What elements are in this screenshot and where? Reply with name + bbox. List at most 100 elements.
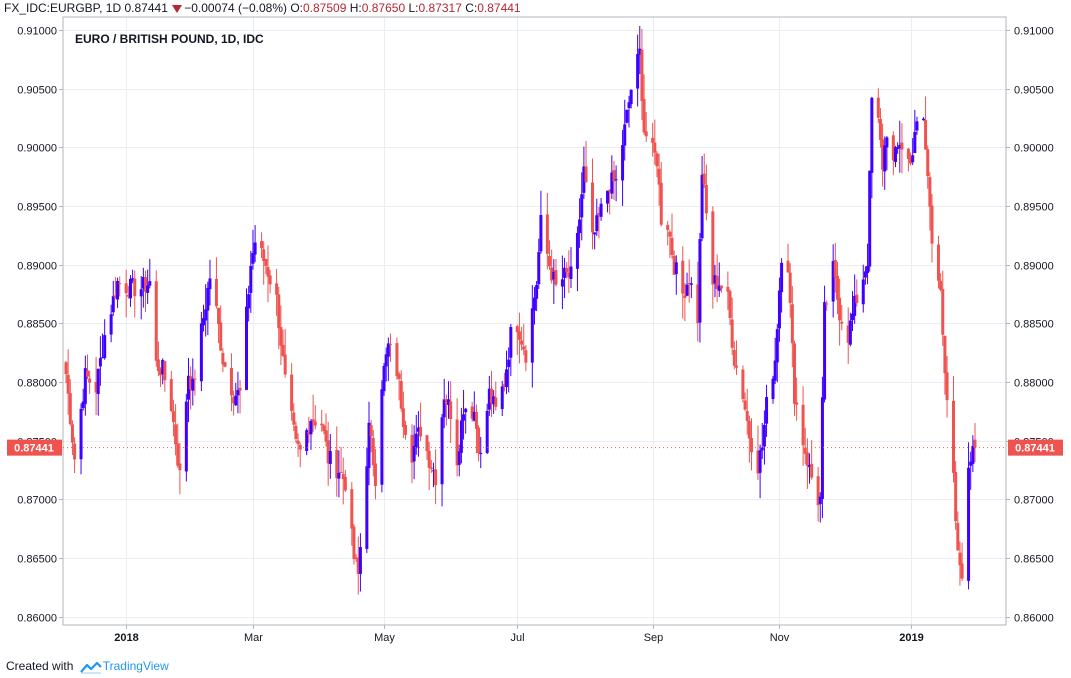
candle-body-up	[382, 365, 386, 392]
candle-body-up	[161, 360, 165, 375]
candle-body-down	[401, 408, 405, 428]
low-label: L:	[408, 1, 419, 15]
candle-body-up	[870, 97, 874, 173]
candle-body-down	[567, 272, 571, 278]
candle-body-down	[926, 149, 930, 177]
candle-body-down	[726, 286, 730, 292]
candle-body-down	[320, 423, 324, 426]
last-price-badge-right	[1008, 439, 1063, 456]
time-axis[interactable]: 2018 Mar May Jul Sep Nov 2019	[63, 624, 1006, 644]
candle-body-down	[163, 361, 167, 381]
candle-body-up	[539, 215, 543, 252]
candle-body-down	[395, 343, 399, 377]
candle-body-down	[294, 425, 298, 439]
candle-body-up	[103, 335, 107, 359]
candle-body-up	[204, 309, 208, 321]
candle-body-up	[462, 414, 466, 421]
candle-body-down	[144, 277, 148, 292]
candle-body-down	[189, 376, 193, 390]
y-tick-label-left: 0.87000	[17, 495, 57, 507]
right-price-axis[interactable]: 0.860000.865000.870000.875000.880000.885…	[1006, 26, 1054, 625]
candle-body-up	[412, 445, 416, 462]
candle-body-down	[88, 378, 92, 383]
last-price-badge-right-text: 0.87441	[1015, 443, 1055, 455]
candle-body-down	[279, 327, 283, 346]
candle-body-down	[734, 365, 738, 368]
candle-body-up	[689, 283, 693, 285]
candle-body-up	[582, 166, 586, 193]
candle-body-down	[268, 275, 272, 285]
candle-body-down	[174, 424, 178, 445]
tradingview-logo-icon	[79, 661, 102, 674]
tradingview-link[interactable]: TradingView	[102, 659, 169, 673]
y-tick-label-right: 0.91000	[1014, 26, 1054, 38]
candle-body-down	[878, 118, 882, 140]
candle-body-up	[464, 408, 468, 413]
candle-body-down	[238, 387, 242, 391]
candle-body-up	[599, 203, 603, 217]
candle-body-down	[339, 472, 343, 474]
candle-body-down	[788, 272, 792, 303]
candle-body-down	[956, 522, 960, 551]
price-chart[interactable]: EURO / BRITISH POUND, 1D, IDC 0.86000 0.8…	[0, 16, 1071, 656]
y-tick-label-left: 0.89000	[17, 261, 57, 273]
candle-body-up	[569, 266, 573, 279]
candle-body-up	[202, 318, 206, 326]
candle-body-down	[876, 97, 880, 118]
candle-body-down	[275, 283, 279, 295]
high-label: H:	[349, 1, 362, 15]
candle-body-down	[343, 476, 347, 491]
candle-body-down	[223, 362, 227, 367]
candles	[64, 25, 977, 595]
candle-body-up	[758, 450, 762, 473]
x-tick-label: Nov	[770, 632, 790, 644]
candle-body-down	[169, 379, 173, 412]
candle-body-up	[141, 277, 145, 289]
candle-body-up	[896, 146, 900, 149]
candle-body-down	[68, 393, 72, 425]
candle-body-down	[494, 397, 498, 407]
candle-body-up	[199, 323, 203, 382]
candle-body-up	[206, 287, 210, 311]
candle-body-down	[502, 384, 506, 387]
candle-body-down	[217, 307, 221, 325]
candle-body-down	[891, 135, 895, 161]
candle-body-down	[352, 526, 356, 560]
candle-body-down	[945, 372, 949, 401]
candle-body-down	[371, 438, 375, 466]
candle-body-up	[309, 420, 313, 435]
candle-body-up	[109, 314, 113, 335]
candle-body-up	[560, 279, 564, 287]
candle-body-down	[356, 557, 360, 574]
candle-body-down	[419, 426, 423, 437]
price-change: −0.00074 (−0.08%)	[184, 1, 287, 15]
x-tick-label: May	[374, 632, 395, 644]
candle-body-up	[866, 265, 870, 274]
candle-body-down	[653, 142, 657, 153]
candle-body-up	[868, 170, 872, 267]
candle-body-down	[805, 452, 809, 466]
last-price: 0.87441	[124, 1, 168, 15]
y-tick-label-left: 0.91000	[17, 26, 57, 38]
candle-body-down	[833, 259, 837, 278]
candle-body-up	[440, 417, 444, 485]
candle-body-down	[341, 474, 345, 480]
candle-body-down	[928, 177, 932, 207]
candle-body-down	[846, 325, 850, 343]
candle-body-down	[801, 404, 805, 446]
candle-body-up	[431, 470, 435, 472]
candle-body-down	[477, 427, 481, 454]
candle-body-up	[685, 284, 689, 296]
candle-body-up	[148, 281, 152, 286]
candle-body-up	[674, 262, 678, 274]
candle-body-down	[326, 440, 330, 464]
symbol-label[interactable]: FX_IDC:EURGBP, 1D	[4, 1, 122, 15]
candle-body-up	[96, 368, 100, 395]
candle-body-up	[459, 420, 463, 453]
candle-body-down	[404, 425, 408, 435]
left-price-axis[interactable]: 0.860000.865000.870000.875000.880000.885…	[17, 26, 63, 625]
candle-body-down	[750, 438, 754, 453]
y-tick-label-right: 0.89000	[1014, 261, 1054, 273]
candle-body-up	[500, 386, 504, 410]
candle-body-up	[442, 399, 446, 418]
